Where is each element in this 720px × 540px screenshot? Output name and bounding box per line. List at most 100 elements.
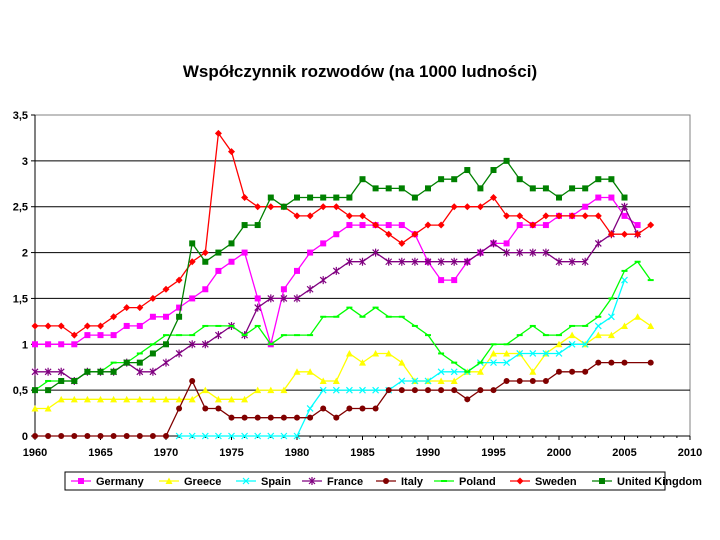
data-point-france [359,257,366,266]
data-point-france [214,331,222,340]
data-point-united-kingdom [176,313,183,320]
data-point-greece [450,377,458,384]
legend-label: Italy [401,476,424,488]
data-point-germany [32,341,38,348]
data-point-france [332,266,340,275]
plot-border [34,114,691,437]
series-line-united-kingdom [35,160,626,391]
x-tick-label: 1975 [219,447,243,459]
data-point-france [306,285,314,294]
data-point-sweden [31,322,39,330]
data-point-greece [70,395,78,403]
data-point-france [437,257,445,266]
data-point-greece [214,395,222,403]
data-point-sweden [424,221,432,229]
data-point-germany [320,240,327,247]
data-point-spain [424,377,432,385]
data-point-sweden [175,276,183,284]
data-point-france [293,294,301,303]
data-point-greece [359,359,366,366]
data-point-spain [568,340,576,348]
data-point-italy [163,433,169,439]
series-sweden [31,129,655,339]
legend-entry-sweden: Sweden [510,476,577,488]
data-point-united-kingdom [621,194,628,201]
data-point-france [280,294,288,303]
data-point-united-kingdom [556,194,562,201]
data-point-sweden [123,304,131,312]
data-point-united-kingdom [110,368,117,375]
data-point-sweden [490,194,497,202]
legend-label: Spain [261,476,291,488]
data-point-greece [254,386,262,394]
data-point-italy [425,387,431,394]
data-point-united-kingdom [529,185,536,192]
data-point-germany [136,322,143,329]
data-point-greece [44,404,52,412]
data-point-spain [372,386,380,394]
data-point-italy [529,377,536,384]
data-point-sweden [83,322,91,330]
data-point-united-kingdom [71,377,78,384]
data-point-united-kingdom [189,240,196,247]
data-point-united-kingdom [346,194,353,201]
data-point-sweden [634,230,642,238]
data-point-greece [647,322,655,329]
data-point-spain [214,432,222,440]
data-point-france [345,257,353,266]
data-point-united-kingdom [477,185,484,192]
y-tick-label: 1,5 [13,293,28,305]
data-point-spain [411,377,419,385]
data-point-united-kingdom [97,368,104,375]
data-point-united-kingdom [294,194,300,201]
data-point-italy [556,368,562,375]
data-point-greece [529,368,537,375]
data-point-sweden [581,212,589,220]
data-point-spain [293,432,301,440]
data-point-greece [568,331,576,339]
data-point-sweden [228,148,235,156]
data-point-united-kingdom [307,194,314,201]
data-point-italy [490,387,497,394]
data-point-united-kingdom [608,176,615,183]
data-point-italy [385,387,392,394]
data-point-united-kingdom [490,167,497,174]
series-layer [31,129,655,440]
data-point-germany [280,286,287,293]
data-point-italy [294,414,300,421]
data-point-united-kingdom [320,194,327,201]
data-point-italy [254,414,261,421]
data-point-germany [254,295,261,302]
data-point-spain [581,340,589,348]
data-point-sweden [254,203,262,211]
data-point-france [201,340,209,349]
legend-label: Sweden [535,476,577,488]
data-point-greece [437,377,445,384]
data-point-sweden [372,221,380,229]
data-point-united-kingdom [595,176,602,183]
data-point-italy [32,433,38,439]
data-point-spain [228,432,235,440]
data-point-united-kingdom [228,240,235,247]
data-point-greece [398,359,406,366]
data-point-france [476,248,484,257]
data-point-france [490,239,497,248]
data-point-france [162,358,170,367]
data-point-sweden [201,249,209,257]
data-point-spain [280,432,288,440]
data-point-france [175,349,183,358]
data-point-united-kingdom [58,377,65,384]
data-point-sweden [70,331,78,339]
data-point-sweden [149,294,157,302]
data-point-italy [149,433,156,439]
data-point-sweden [542,212,550,220]
chart-title: Współczynnik rozwodów (na 1000 ludności) [182,62,538,81]
data-point-greece [149,395,157,403]
data-point-france [149,367,157,376]
x-tick-label: 1970 [154,447,178,459]
legend: Germany Greece Spain France Italy Poland Swede… [64,471,702,491]
data-point-greece [228,395,235,403]
data-point-united-kingdom [582,185,589,192]
data-point-italy [647,359,654,366]
data-point-italy [621,359,628,366]
